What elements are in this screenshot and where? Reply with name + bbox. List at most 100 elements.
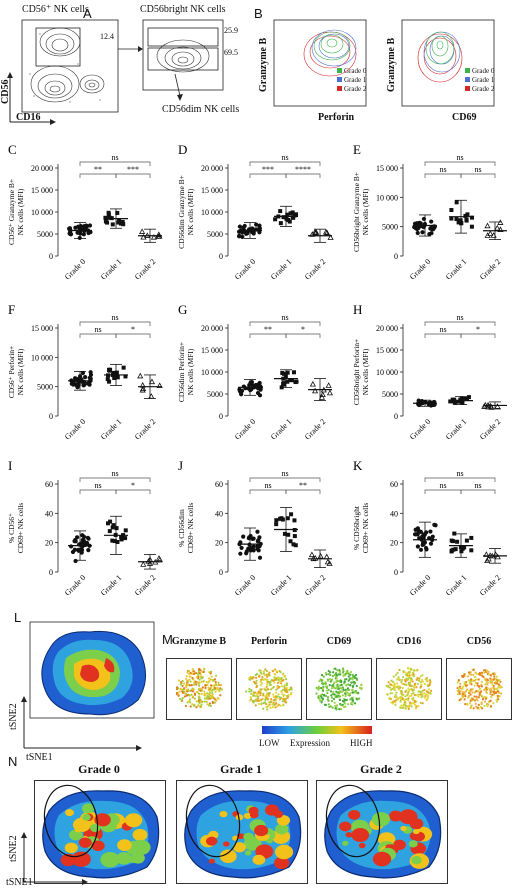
expression-dot xyxy=(492,672,495,676)
expression-dot xyxy=(198,678,201,681)
data-point xyxy=(273,217,278,222)
expression-dot xyxy=(343,705,346,709)
density-blob xyxy=(82,813,91,821)
expression-dot xyxy=(461,687,464,690)
expression-dot xyxy=(195,706,198,709)
expression-dot xyxy=(202,670,205,673)
significance-label: *** xyxy=(262,165,274,174)
y-tick-label: 15 000 xyxy=(201,186,223,195)
x-category-label: Grade 1 xyxy=(444,573,468,597)
expression-dot xyxy=(336,692,339,695)
expression-dot xyxy=(282,697,285,700)
data-point xyxy=(115,375,120,380)
expression-dot xyxy=(211,678,215,682)
significance-bracket xyxy=(424,333,462,338)
expression-dot xyxy=(213,686,217,690)
expression-dot xyxy=(255,694,258,697)
expression-dot xyxy=(458,691,461,694)
significance-bracket xyxy=(460,489,496,494)
expression-dot xyxy=(330,696,334,699)
expression-dot xyxy=(268,671,271,674)
significance-label: ns xyxy=(94,325,101,334)
significance-label: ns xyxy=(456,313,463,322)
significance-bracket xyxy=(79,489,117,494)
expression-dot xyxy=(489,687,492,690)
x-category-label: Grade 0 xyxy=(408,573,432,597)
expression-dot xyxy=(488,673,491,676)
expression-dot xyxy=(258,675,261,678)
x-category-label: Grade 1 xyxy=(99,573,123,597)
expression-dot xyxy=(349,670,353,674)
expression-dot xyxy=(331,692,334,695)
expression-dot xyxy=(265,673,268,676)
data-point xyxy=(114,526,119,531)
data-point xyxy=(460,400,465,405)
density-blob xyxy=(345,832,353,838)
expression-dot xyxy=(186,683,189,686)
data-point xyxy=(286,532,291,537)
expression-dot xyxy=(426,683,429,687)
expression-dot xyxy=(272,698,275,702)
data-point xyxy=(326,560,333,566)
expression-dot xyxy=(281,693,284,696)
expression-dot xyxy=(258,691,261,694)
data-point xyxy=(74,382,79,387)
significance-label: ns xyxy=(456,153,463,162)
expression-dot xyxy=(396,685,399,688)
expression-dot xyxy=(201,686,204,689)
legend-item: Grade 0 xyxy=(337,66,366,75)
y-tick-label: 60 xyxy=(390,480,398,489)
density-blob xyxy=(243,832,254,842)
expression-dot xyxy=(333,681,336,684)
x-category-label: Grade 2 xyxy=(303,257,327,281)
expression-dot xyxy=(283,684,286,687)
expression-dot xyxy=(419,701,422,704)
expression-dot xyxy=(476,678,479,681)
y-tick-label: 40 xyxy=(45,509,53,518)
expression-dot xyxy=(188,698,191,701)
expression-dot xyxy=(411,697,414,700)
y-tick-label: 20 000 xyxy=(201,164,223,173)
expression-dot xyxy=(204,686,207,690)
expression-dot xyxy=(253,694,256,697)
x-category-label: Grade 1 xyxy=(269,417,293,441)
density-blob xyxy=(74,827,82,833)
data-point xyxy=(79,550,84,555)
expression-dot xyxy=(394,686,397,689)
expression-dot xyxy=(350,696,354,700)
expression-dot xyxy=(491,690,494,693)
expression-dot xyxy=(203,692,206,696)
expression-dot xyxy=(209,684,213,687)
significance-bracket xyxy=(79,173,117,178)
expression-dot xyxy=(248,687,251,691)
expression-dot xyxy=(345,678,348,681)
expression-dot xyxy=(319,699,322,702)
y-tick-label: 60 xyxy=(45,480,53,489)
data-point xyxy=(117,218,122,223)
data-point xyxy=(257,555,263,560)
scale-label-high: HIGH xyxy=(350,738,373,748)
significance-bracket xyxy=(285,333,321,338)
y-tick-label: 15 000 xyxy=(31,186,53,195)
expression-dot xyxy=(386,684,390,687)
expression-dot xyxy=(346,689,349,692)
data-point xyxy=(485,555,492,562)
significance-bracket xyxy=(79,321,151,326)
expression-dot xyxy=(177,679,181,682)
expression-dot xyxy=(275,670,278,673)
scale-label-low: LOW xyxy=(259,738,280,748)
expression-dot xyxy=(349,698,352,701)
expression-dot xyxy=(211,701,215,705)
expression-dot xyxy=(462,691,465,694)
expression-dot xyxy=(181,696,184,700)
data-point xyxy=(67,226,72,231)
expression-dot xyxy=(193,697,196,700)
expression-dot xyxy=(248,678,252,681)
density-blob xyxy=(78,837,92,848)
expression-dot xyxy=(282,703,285,706)
expression-dot xyxy=(404,700,407,704)
expression-dot xyxy=(484,683,487,686)
expression-dot xyxy=(214,682,218,686)
data-point xyxy=(112,539,117,544)
expression-dot xyxy=(340,683,343,686)
